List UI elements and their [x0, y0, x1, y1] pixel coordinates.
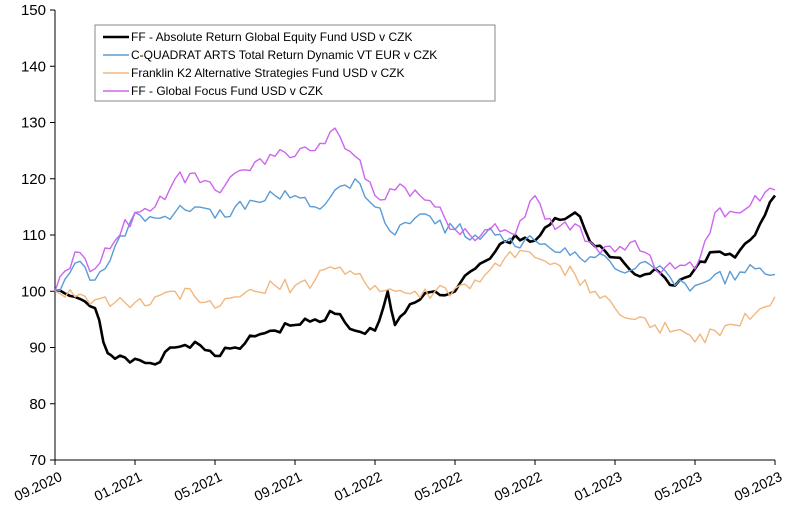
- y-tick-label: 150: [21, 2, 46, 19]
- y-tick-label: 120: [21, 171, 46, 188]
- legend-box: [94, 24, 496, 102]
- series-layer: [54, 127, 777, 366]
- y-tick-label: 100: [21, 283, 46, 300]
- y-tick-label: 140: [21, 58, 46, 75]
- x-tick-label: 01.2023: [572, 468, 625, 504]
- series-line-1: [54, 194, 777, 366]
- y-tick-label: 110: [22, 227, 46, 244]
- y-tick-label: 70: [29, 452, 46, 469]
- x-tick-label: 09.2023: [732, 468, 785, 504]
- series-line-2: [54, 178, 776, 292]
- x-tick-label: 05.2021: [172, 468, 225, 504]
- x-tick-label: 01.2021: [92, 468, 145, 504]
- y-tick-label: 90: [29, 340, 46, 357]
- x-tick-label: 09.2022: [492, 468, 545, 504]
- x-tick-label: 09.2020: [12, 468, 65, 504]
- legend-label: FF - Global Focus Fund USD v CZK: [131, 84, 323, 98]
- x-tick-label: 05.2022: [412, 468, 465, 504]
- y-tick-label: 130: [21, 115, 46, 132]
- x-tick-label: 01.2022: [332, 468, 385, 504]
- legend: FF - Absolute Return Global Equity Fund …: [94, 24, 496, 102]
- x-tick-label: 05.2023: [652, 468, 705, 504]
- legend-label: FF - Absolute Return Global Equity Fund …: [131, 30, 412, 44]
- series-line-3: [54, 249, 776, 344]
- y-tick-label: 80: [29, 396, 46, 413]
- x-tick-label: 09.2021: [252, 468, 305, 504]
- series-line-4: [54, 127, 776, 292]
- legend-label: C-QUADRAT ARTS Total Return Dynamic VT E…: [131, 48, 437, 62]
- legend-label: Franklin K2 Alternative Strategies Fund …: [131, 66, 404, 80]
